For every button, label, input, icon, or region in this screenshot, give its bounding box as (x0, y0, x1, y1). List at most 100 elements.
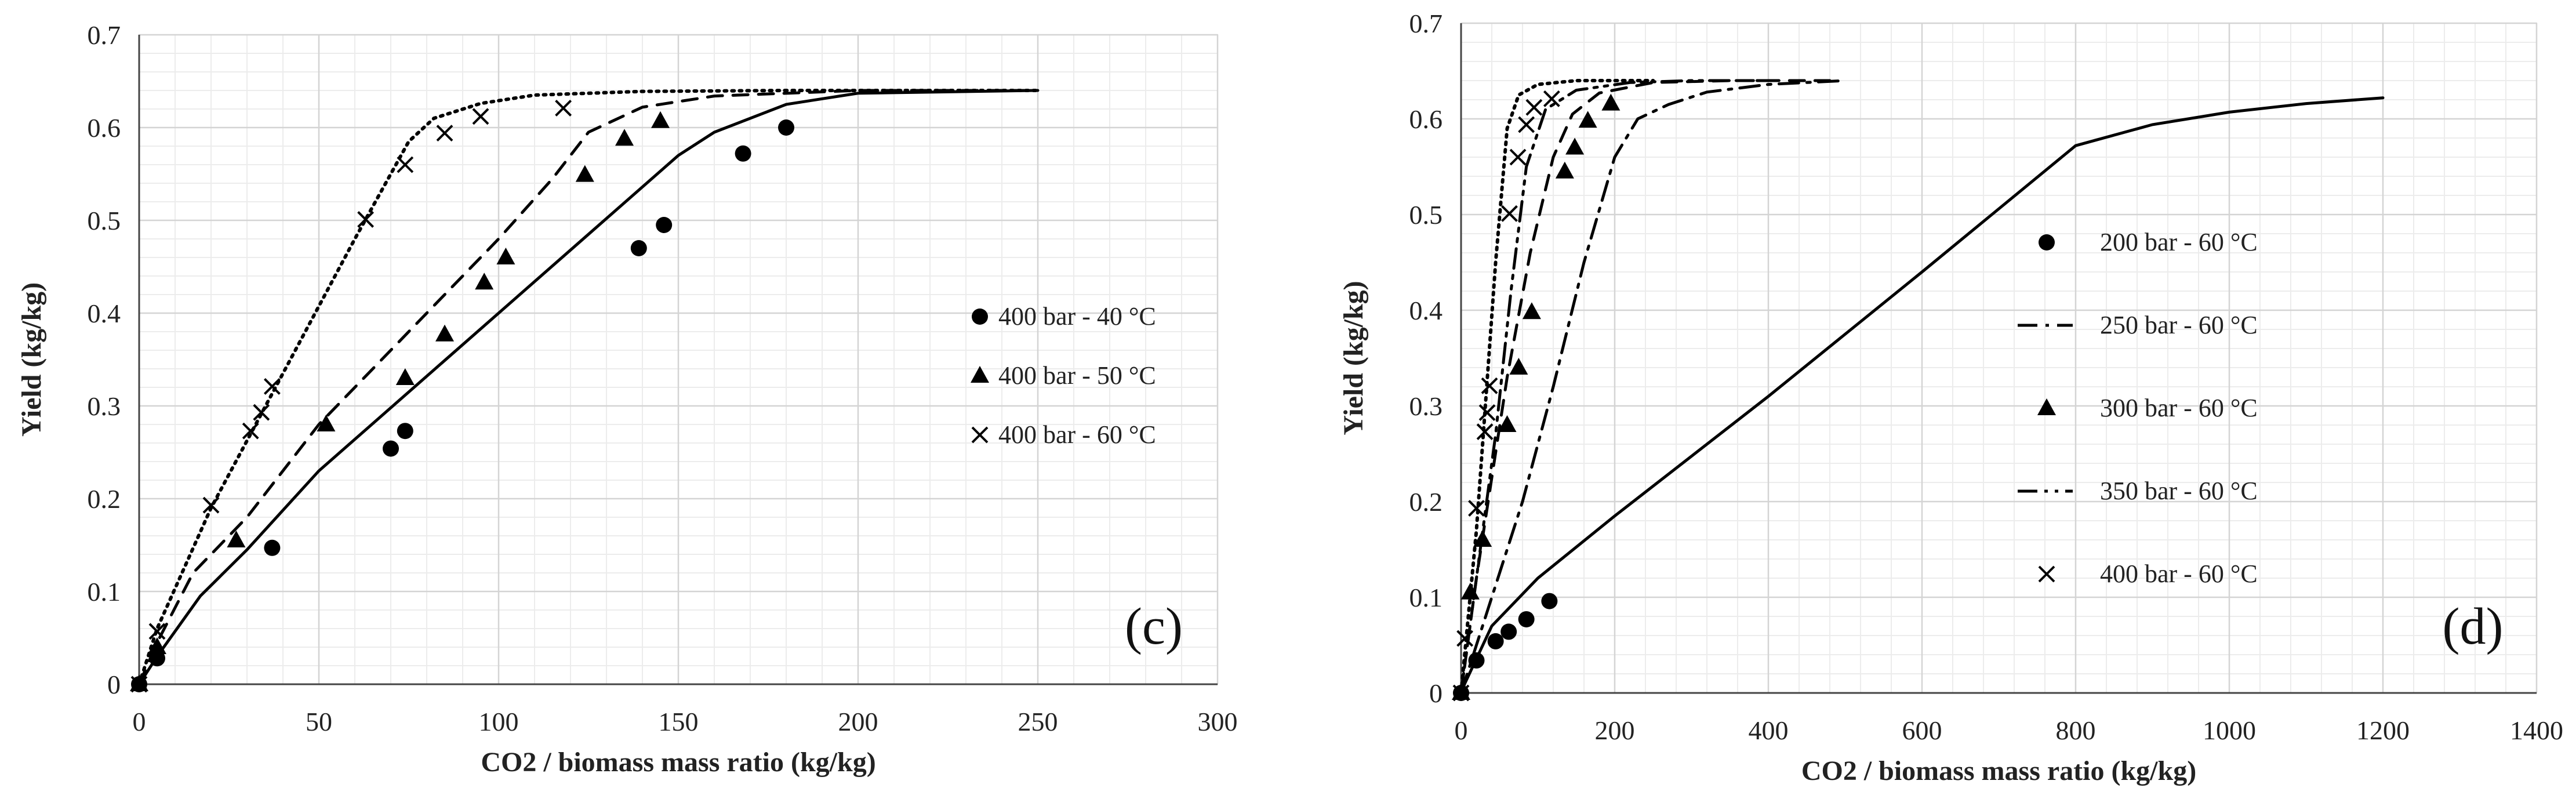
data-point (1501, 205, 1518, 222)
data-point (778, 119, 794, 136)
legend-marker (2039, 234, 2055, 251)
data-point (148, 623, 166, 640)
data-point (435, 324, 454, 342)
data-point (1473, 530, 1492, 547)
data-point (1525, 99, 1543, 116)
data-point (253, 404, 270, 421)
data-point (1476, 423, 1494, 440)
y-tick-label: 0.2 (88, 484, 121, 514)
data-point (202, 496, 220, 514)
x-tick-label: 200 (838, 707, 878, 736)
series-line-model-6 (1459, 79, 1832, 695)
x-tick-label: 200 (1595, 716, 1635, 745)
data-point (1478, 404, 1496, 421)
y-tick-label: 0 (1429, 678, 1443, 708)
x-tick-label: 250 (1018, 707, 1058, 736)
data-point (397, 156, 414, 173)
data-point (242, 422, 259, 440)
data-point (383, 440, 399, 457)
legend-marker (972, 308, 988, 325)
data-point (575, 165, 594, 182)
data-point (1541, 593, 1558, 609)
legend-marker (971, 426, 989, 444)
x-axis-title: CO2 / biomass mass ratio (kg/kg) (481, 747, 875, 778)
legend-label: 350 bar - 60 °C (2100, 477, 2258, 505)
panel-label: (d) (2443, 598, 2504, 655)
x-tick-label: 1200 (2356, 716, 2410, 745)
data-point (1565, 137, 1585, 155)
chart-panel-c: 0 50 100 150 200 250 300 0 0.1 0.2 0.3 0.4 0.5 0.6 0.7… (16, 20, 1238, 778)
series-line-400-bar-60-c (1459, 79, 1655, 695)
y-tick-label: 0.4 (1409, 296, 1443, 325)
y-tick-label: 0.3 (88, 391, 121, 421)
x-tick-label: 150 (659, 707, 699, 736)
x-tick-label: 1400 (2510, 716, 2563, 745)
x-tick-label: 600 (1902, 716, 1942, 745)
data-point (148, 637, 166, 654)
data-point (1468, 652, 1485, 669)
series-line-model-5 (1459, 96, 2385, 695)
y-tick-label: 0.1 (1409, 583, 1443, 612)
legend-label: 200 bar - 60 °C (2100, 228, 2258, 256)
legend-label: 400 bar - 60 °C (998, 420, 1156, 449)
data-point (1452, 684, 1470, 702)
legend: 200 bar - 60 °C 250 bar - 60 °C 300 bar - … (2018, 228, 2258, 588)
y-tick-label: 0.5 (1409, 200, 1443, 230)
data-point (656, 217, 673, 233)
y-axis-title: Yield (kg/kg) (1338, 281, 1369, 435)
data-point (630, 240, 647, 256)
legend-label: 250 bar - 60 °C (2100, 311, 2258, 339)
data-point (1555, 161, 1574, 179)
x-axis-title: CO2 / biomass mass ratio (kg/kg) (1801, 756, 2196, 786)
data-point (1468, 500, 1485, 517)
x-tick-label: 1000 (2203, 716, 2256, 745)
y-tick-label: 0.3 (1409, 391, 1443, 421)
chart-panel-d: 0 200 400 600 800 1000 1200 1400 0 0.1 0.2 0.3 0.4 0.… (1338, 9, 2563, 786)
y-tick-label: 0.6 (1409, 104, 1443, 134)
y-axis-title: Yield (kg/kg) (16, 282, 47, 437)
legend-label: 400 bar - 40 °C (998, 302, 1156, 331)
data-point (615, 129, 634, 146)
data-point (472, 108, 489, 125)
series-line-400-bar-40-c (137, 89, 1040, 686)
plot-area (1460, 23, 2537, 694)
data-point (227, 531, 246, 547)
legend-label: 400 bar - 60 °C (2100, 560, 2258, 588)
data-point (1487, 633, 1504, 649)
x-tick-label: 0 (1455, 716, 1468, 745)
data-point (1456, 630, 1474, 647)
data-point (1460, 582, 1480, 600)
data-point (395, 368, 415, 385)
series-line-400-bar-60-c (137, 89, 1040, 686)
y-tick-label: 0.4 (88, 299, 121, 328)
legend-label: 400 bar - 50 °C (998, 361, 1156, 390)
legend: 400 bar - 40 °C 400 bar - 50 °C 400 bar - … (971, 302, 1156, 449)
y-tick-label: 0.1 (88, 577, 121, 607)
data-point (1543, 90, 1560, 107)
legend-marker (2038, 565, 2055, 583)
data-point (317, 415, 336, 431)
data-point (263, 377, 281, 395)
y-tick-label: 0.7 (1409, 9, 1443, 38)
data-point (357, 210, 375, 228)
data-point (149, 650, 165, 667)
legend-marker (971, 366, 989, 383)
legend-label: 300 bar - 60 °C (2100, 394, 2258, 422)
x-tick-label: 50 (306, 707, 332, 736)
data-point (1518, 116, 1535, 133)
x-tick-label: 800 (2056, 716, 2096, 745)
series-line-400-bar-50-c (137, 89, 1040, 686)
data-point (555, 99, 572, 117)
x-tick-label: 300 (1198, 707, 1238, 736)
data-point (130, 676, 148, 693)
x-tick-label: 400 (1749, 716, 1789, 745)
data-point (1500, 623, 1517, 640)
x-tick-label: 100 (479, 707, 519, 736)
series-line-250-bar-60-c (1459, 79, 1847, 695)
panel-label: (c) (1125, 598, 1183, 655)
data-point (1518, 611, 1535, 627)
y-tick-label: 0.6 (88, 113, 121, 143)
data-point (1578, 111, 1597, 128)
y-tick-label: 0.2 (1409, 487, 1443, 517)
